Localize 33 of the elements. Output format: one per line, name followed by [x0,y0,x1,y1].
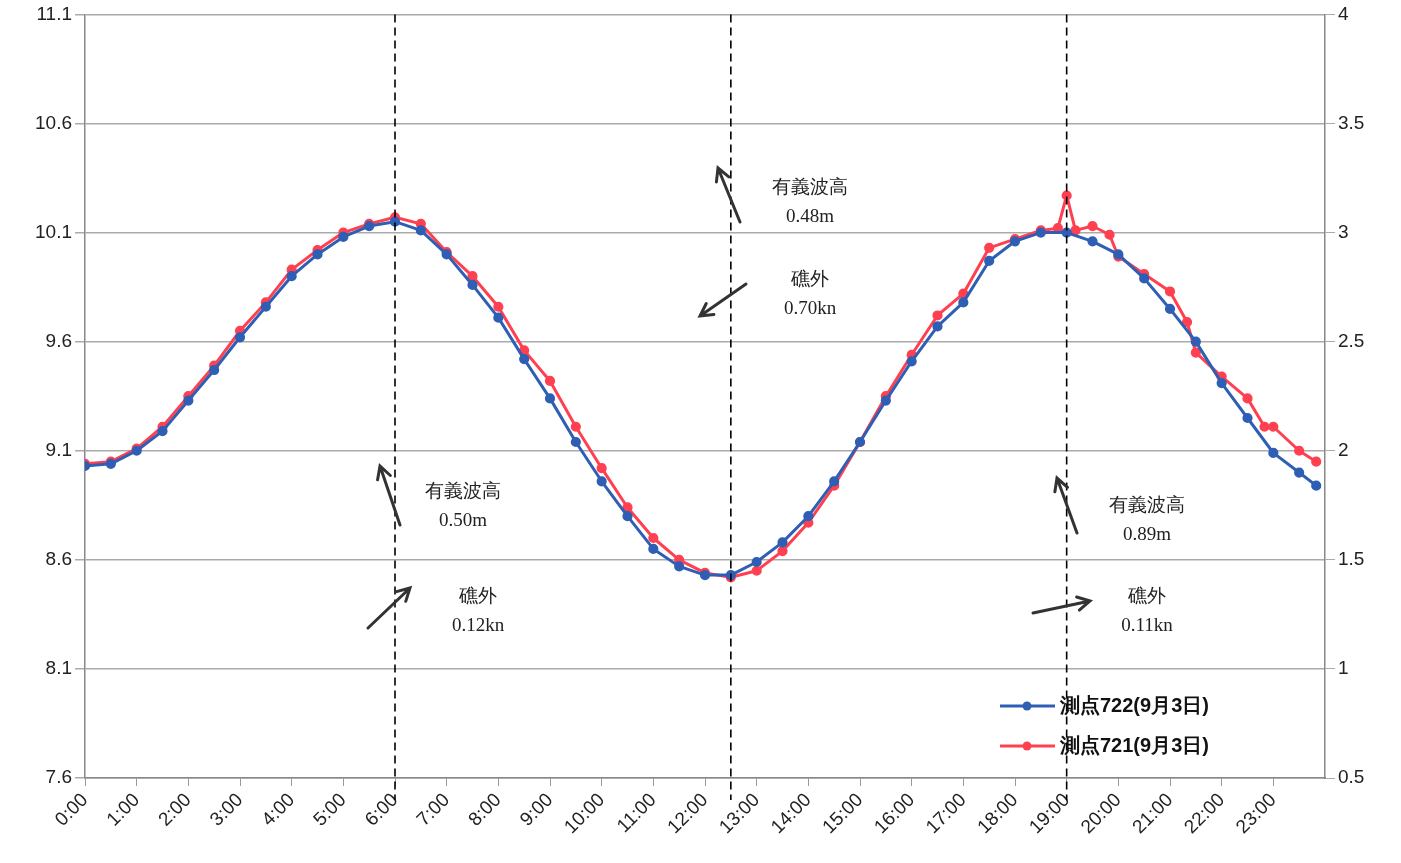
annotation: 有義波高 0.48m [772,175,848,226]
y2-tick-label: 3 [1338,220,1349,242]
y2-tick-label: 1.5 [1338,548,1365,570]
legend-label: 測点721(9月3日) [1059,733,1209,756]
x-tick-label: 1:00 [102,788,144,830]
y2-tick-label: 2 [1338,438,1349,460]
y2-tick-label: 2.5 [1338,329,1365,351]
y-tick-label: 10.1 [35,220,72,242]
y-tick-label: 7.6 [45,766,72,788]
x-tick-label: 8:00 [463,788,505,830]
y-tick-label: 9.6 [45,329,72,351]
y2-tick-label: 3.5 [1338,111,1365,133]
x-tick-label: 3:00 [205,788,247,830]
y-tick-label: 9.1 [45,438,72,460]
y2-tick-label: 1 [1338,657,1349,679]
annotation: 礁外 0.11kn [1121,584,1174,635]
annotation: 有義波高 0.50m [425,479,501,530]
x-tick-label: 4:00 [257,788,299,830]
annotation: 礁外 0.12kn [451,584,505,635]
y2-tick-label: 0.5 [1338,766,1365,788]
x-tick-label: 6:00 [360,788,402,830]
annotation: 礁外 0.70kn [783,267,837,318]
x-tick-label: 0:00 [50,788,92,830]
y-tick-label: 10.6 [35,111,72,133]
annotation: 有義波高 0.89m [1109,493,1185,544]
y-tick-label: 11.1 [36,2,72,24]
y2-tick-label: 4 [1338,2,1349,24]
y-tick-label: 8.6 [45,548,72,570]
x-tick-label: 5:00 [308,788,350,830]
x-tick-label: 9:00 [515,788,557,830]
y-tick-label: 8.1 [45,657,72,679]
legend-label: 測点722(9月3日) [1059,693,1209,716]
x-tick-label: 7:00 [412,788,454,830]
